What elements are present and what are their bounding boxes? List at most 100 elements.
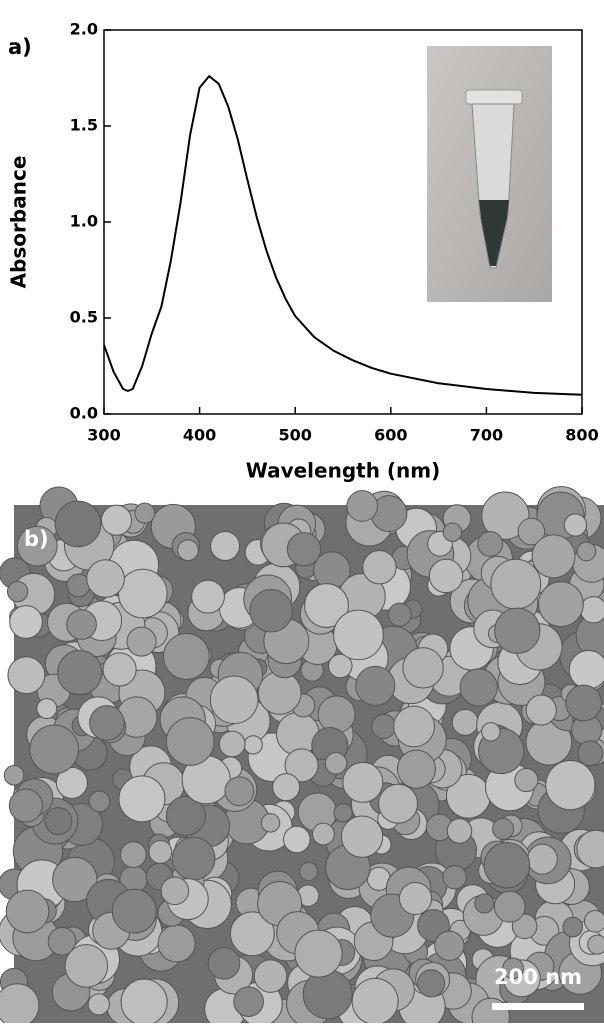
particle [539,582,584,627]
particle [103,653,136,686]
particle [254,960,286,992]
particle [261,814,279,832]
y-tick-label: 0.5 [70,308,98,327]
particle [90,706,125,741]
panel-label: b) [24,527,49,551]
particle [495,608,540,653]
particle [443,865,466,888]
particle [334,610,384,660]
particle [475,894,494,913]
particle [588,935,604,954]
particle [67,610,97,640]
x-tick-label: 400 [183,426,216,445]
particle [318,696,355,733]
particle [299,862,317,880]
x-tick-label: 300 [87,426,120,445]
particle [584,910,604,932]
particle [491,559,541,609]
y-tick-label: 1.0 [70,212,98,231]
particle [119,569,168,618]
particle [347,491,378,522]
particle [112,889,156,933]
x-tick-label: 600 [374,426,407,445]
particle [101,505,131,535]
x-axis-title: Wavelength (nm) [246,459,441,483]
particle [88,994,109,1015]
particle [89,791,110,812]
particle [372,714,396,738]
y-axis-title: Absorbance [7,156,31,289]
particle [8,657,45,694]
particle [569,650,604,688]
particle [219,731,245,757]
particle [6,890,49,933]
particle [352,978,398,1023]
particle [287,533,320,566]
particle [379,784,418,823]
particle [149,840,172,863]
particle [566,685,602,721]
particle [211,532,240,561]
particle [493,818,514,839]
particle [482,723,500,741]
particle [7,581,27,601]
particle [363,551,396,584]
particle [312,823,334,845]
page: a) Absorbance Wavelength (nm) b) 200 nm … [0,0,604,1023]
figure: a) Absorbance Wavelength (nm) b) 200 nm … [0,0,604,1023]
x-tick-label: 500 [278,426,311,445]
particle [37,699,57,719]
particle [30,725,79,774]
particle [388,603,411,626]
particle [429,559,462,592]
particle [484,842,529,887]
y-tick-label: 1.5 [70,116,98,135]
particle [515,769,538,792]
particle [166,718,214,766]
particle [163,634,209,680]
particle [9,789,42,822]
particle [87,560,125,598]
particle [478,531,503,556]
sem-image [0,487,604,1023]
inset-photo [427,46,552,302]
particle [158,925,195,962]
particle [532,535,575,578]
particle [192,580,225,613]
particle [356,666,395,705]
particle [172,837,215,880]
particle [295,930,342,977]
particle [564,514,586,536]
particle [161,877,189,905]
particle [443,523,461,541]
particle [135,503,155,523]
particle [4,766,24,786]
particle [273,774,300,801]
particle [45,808,72,835]
particle [258,672,301,715]
particle [577,542,596,561]
tube-cap [466,90,522,104]
particle [208,947,240,979]
scale-bar [492,1003,584,1010]
particle [580,597,604,623]
particle [55,501,101,547]
particle [460,669,497,706]
particle [418,970,445,997]
particle [343,762,383,802]
particle [341,816,382,857]
particle [526,695,556,725]
y-tick-label: 2.0 [70,20,98,39]
x-tick-label: 700 [470,426,503,445]
particle [58,650,102,694]
particle [527,844,557,874]
particle [225,777,254,806]
particle [119,776,165,822]
panel-label: a) [8,35,32,59]
particle [546,761,595,810]
particle [284,826,311,853]
particle [121,979,167,1023]
particle [563,917,583,937]
particle [250,589,293,632]
particle [127,627,156,656]
